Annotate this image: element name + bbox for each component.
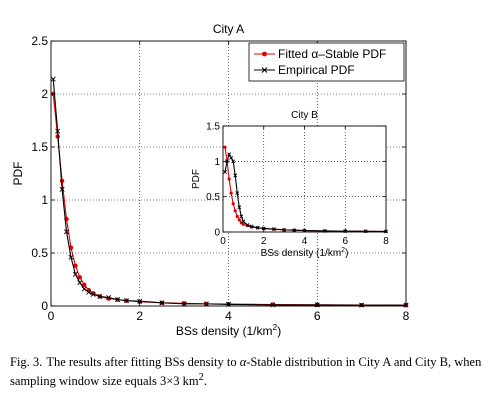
main-series-2-point	[159, 300, 165, 306]
figure-label: Fig. 3.	[10, 355, 43, 369]
main-series-2-point	[203, 301, 209, 307]
inset-series-2-point	[241, 219, 246, 224]
main-series-2-point	[55, 128, 61, 134]
inset-series-1-point	[231, 202, 235, 206]
legend-label-2: Empirical PDF	[278, 63, 355, 77]
main-x-tick-label: 6	[314, 309, 321, 323]
inset-x-tick-label: 2	[261, 236, 267, 247]
inset-y-axis-label: PDF	[191, 169, 202, 189]
caption-text-end: .	[203, 374, 207, 389]
inset-series-2-point	[261, 226, 266, 231]
inset-x-tick-label: 8	[383, 236, 389, 247]
inset-chart: 0 2 4 6 8 0 0.5 1 1.5 City B BSs density (1/km2) PD…	[191, 110, 389, 259]
main-y-tick-label: 0.5	[31, 246, 48, 260]
inset-series-1-point	[227, 177, 231, 181]
main-series-2-point	[86, 289, 92, 295]
main-series-2-point	[50, 76, 56, 82]
main-series-2-point	[359, 302, 365, 308]
inset-y-tick-label: 1.5	[206, 122, 220, 133]
main-series-1-point	[77, 275, 83, 280]
main-y-tick-label: 1.5	[31, 140, 48, 154]
caption-superscript: 2	[198, 372, 204, 383]
main-series-2-point	[181, 301, 187, 307]
inset-series-2-point	[225, 159, 229, 164]
inset-series-1-point	[223, 145, 227, 149]
figure-caption: Fig. 3. The results after fitting BSs den…	[10, 354, 492, 389]
inset-series-2-point	[227, 152, 232, 157]
figure-canvas: 0 2 4 6 8 0 0.5 1 1.5 2 2.5 City A BSs density (1/km…	[11, 22, 410, 338]
main-series-2-point	[64, 229, 70, 235]
main-series-2-point	[106, 295, 112, 301]
inset-series-2-point	[282, 227, 287, 232]
main-series-2-point	[115, 297, 121, 303]
main-y-tick-label: 2	[41, 87, 48, 101]
chart-legend: Fitted α–Stable PDF Empirical PDF	[248, 42, 405, 82]
inset-series-2-point	[239, 214, 244, 219]
inset-series-2-point	[235, 191, 240, 196]
inset-series-2-point	[229, 155, 234, 160]
inset-series-1-point	[229, 191, 233, 195]
main-chart-title: City A	[213, 22, 244, 36]
main-series-2-point	[137, 298, 143, 304]
main-series-1-point	[73, 263, 78, 268]
inset-series-1-point	[233, 209, 237, 213]
main-x-tick-label: 4	[225, 309, 232, 323]
main-y-tick-label: 1	[41, 193, 48, 207]
main-x-tick-label: 2	[136, 309, 143, 323]
legend-marker-1	[262, 51, 267, 57]
inset-series-2-point	[249, 224, 254, 229]
inset-series-1-point	[235, 214, 239, 219]
inset-series-2-point	[233, 173, 238, 178]
main-series-2-point	[77, 280, 83, 286]
inset-x-axis-label: BSs density (1/km2)	[261, 247, 349, 259]
inset-y-tick-label: 0	[214, 228, 220, 239]
main-x-tick-label: 0	[48, 309, 55, 323]
main-series-2-point	[72, 271, 78, 277]
inset-chart-title: City B	[291, 110, 318, 121]
caption-alpha: α	[239, 355, 247, 369]
inset-series-2-point	[223, 170, 227, 174]
main-series-2-point	[123, 298, 129, 304]
inset-series-1-point	[241, 222, 245, 226]
inset-plot-area	[223, 126, 386, 232]
main-x-axis-label: BSs density (1/km2)	[176, 322, 281, 338]
inset-y-tick-label: 0.5	[206, 192, 220, 203]
inset-series-line-2	[224, 152, 387, 232]
legend-label-1: Fitted α–Stable PDF	[278, 47, 386, 61]
main-series-2-point	[97, 293, 103, 299]
main-series-2-point	[90, 291, 96, 297]
inset-x-tick-label: 4	[302, 236, 308, 247]
caption-text-mid: -Stable distribution in City A and City …	[10, 355, 482, 389]
inset-x-tick-label: 6	[342, 236, 348, 247]
main-y-tick-label: 0	[41, 299, 48, 313]
main-x-tick-label: 8	[403, 309, 410, 323]
inset-series-2-point	[237, 205, 242, 210]
inset-series-2-point	[272, 227, 276, 232]
inset-y-tick-label: 1	[214, 157, 220, 168]
inset-x-tick-label: 0	[220, 236, 226, 247]
inset-series-2-point	[292, 228, 297, 233]
inset-series-1-point	[237, 218, 241, 222]
main-series-1-point	[82, 282, 87, 287]
inset-series-2-point	[231, 159, 236, 164]
caption-text-before: The results after fitting BSs density to	[46, 355, 240, 369]
legend-marker-2	[261, 67, 268, 73]
main-y-axis-label: PDF	[11, 162, 25, 186]
main-y-tick-label: 2.5	[31, 34, 48, 48]
main-series-2-point	[68, 254, 74, 260]
inset-series-2-point	[255, 225, 260, 230]
main-series-2-point	[81, 286, 87, 292]
legend-box	[248, 42, 405, 82]
main-series-2-point	[59, 186, 65, 192]
inset-series-2-point	[245, 223, 250, 227]
